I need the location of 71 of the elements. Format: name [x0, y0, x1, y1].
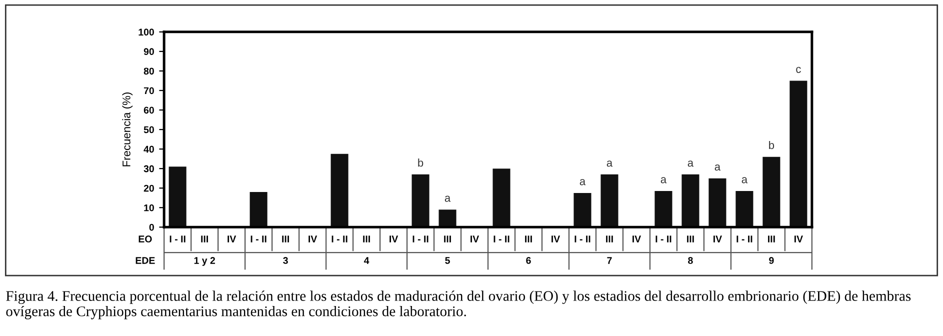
data-label: a [660, 177, 667, 184]
text: Figura 4. Frecuencia porcentual de la relación entre los estados de maduración del ovario (EO) y los estadios del desarrollo embrionario (EDE) de hembras ovígeras de Cryphiops caementarius mantenidas en condiciones de laboratorio. [6, 290, 911, 320]
y-tick-label: 100 [138, 28, 154, 36]
bar [762, 156, 780, 228]
data-label: a [714, 164, 721, 171]
bar [600, 174, 618, 228]
x-tick-label: IV [470, 236, 480, 242]
x-tick-label: III [444, 236, 451, 242]
y-tick-label: 50 [144, 126, 154, 134]
x-tick-label: IV [632, 236, 641, 242]
x-tick-label: III [282, 236, 289, 242]
y-tick-label: 80 [144, 68, 154, 75]
text: 7 [607, 257, 612, 264]
x-tick-label: I - II [412, 236, 428, 242]
bar [736, 191, 754, 228]
x-tick-label: III [768, 236, 775, 242]
bar [168, 166, 186, 228]
y-tick-label: 60 [144, 106, 154, 114]
bar [412, 174, 430, 228]
data-label: a [444, 196, 451, 202]
text: 8 [688, 257, 693, 264]
x-tick-label: I - II [494, 236, 510, 242]
x-tick-label: I - II [332, 236, 348, 242]
x-tick-label: I - II [574, 236, 590, 242]
x-tick-label: IV [390, 236, 398, 242]
x-tick-label: IV [552, 236, 560, 242]
y-axis-title: Frecuencia (%) [122, 92, 133, 166]
x-tick-label: I - II [656, 236, 672, 242]
x-tick-label: III [363, 236, 370, 242]
y-tick-label: 0 [149, 224, 154, 231]
bar [574, 192, 592, 228]
data-label: b [418, 158, 424, 167]
y-tick-label: 90 [144, 48, 154, 56]
text: 3 [283, 257, 288, 264]
y-tick-label: 30 [144, 165, 154, 172]
y-tick-label: 40 [144, 146, 154, 153]
bar [250, 192, 268, 228]
data-label: a [742, 177, 748, 184]
x-tick-label: I - II [250, 236, 266, 242]
data-label: a [580, 179, 586, 186]
data-label: c [796, 66, 801, 73]
text: EO [138, 236, 152, 242]
y-tick-label: 70 [144, 87, 154, 94]
bar [492, 168, 510, 228]
y-tick-label: 20 [144, 184, 154, 192]
bar [438, 210, 456, 228]
x-tick-label: I - II [736, 236, 752, 242]
data-label: a [606, 160, 613, 167]
text: 4 [364, 257, 370, 264]
text: 9 [769, 257, 774, 264]
bar [708, 178, 726, 228]
data-label: b [769, 140, 774, 150]
x-tick-label: IV [794, 236, 803, 242]
bar [682, 174, 700, 228]
text: 1 y 2 [194, 257, 215, 266]
text: 6 [526, 257, 531, 264]
text: 5 [445, 257, 450, 264]
x-tick-label: I - II [170, 236, 186, 242]
x-tick-label: III [201, 236, 208, 242]
bar [790, 80, 808, 228]
data-label: a [688, 160, 694, 167]
y-tick-label: 10 [144, 204, 154, 212]
x-tick-label: IV [714, 236, 722, 242]
x-tick-label: III [606, 236, 613, 242]
x-tick-label: IV [308, 236, 318, 242]
bar [654, 191, 672, 228]
x-tick-label: IV [228, 236, 236, 242]
x-tick-label: III [525, 236, 532, 242]
text: EDE [136, 257, 155, 264]
x-tick-label: III [687, 236, 694, 242]
bar [330, 154, 348, 228]
